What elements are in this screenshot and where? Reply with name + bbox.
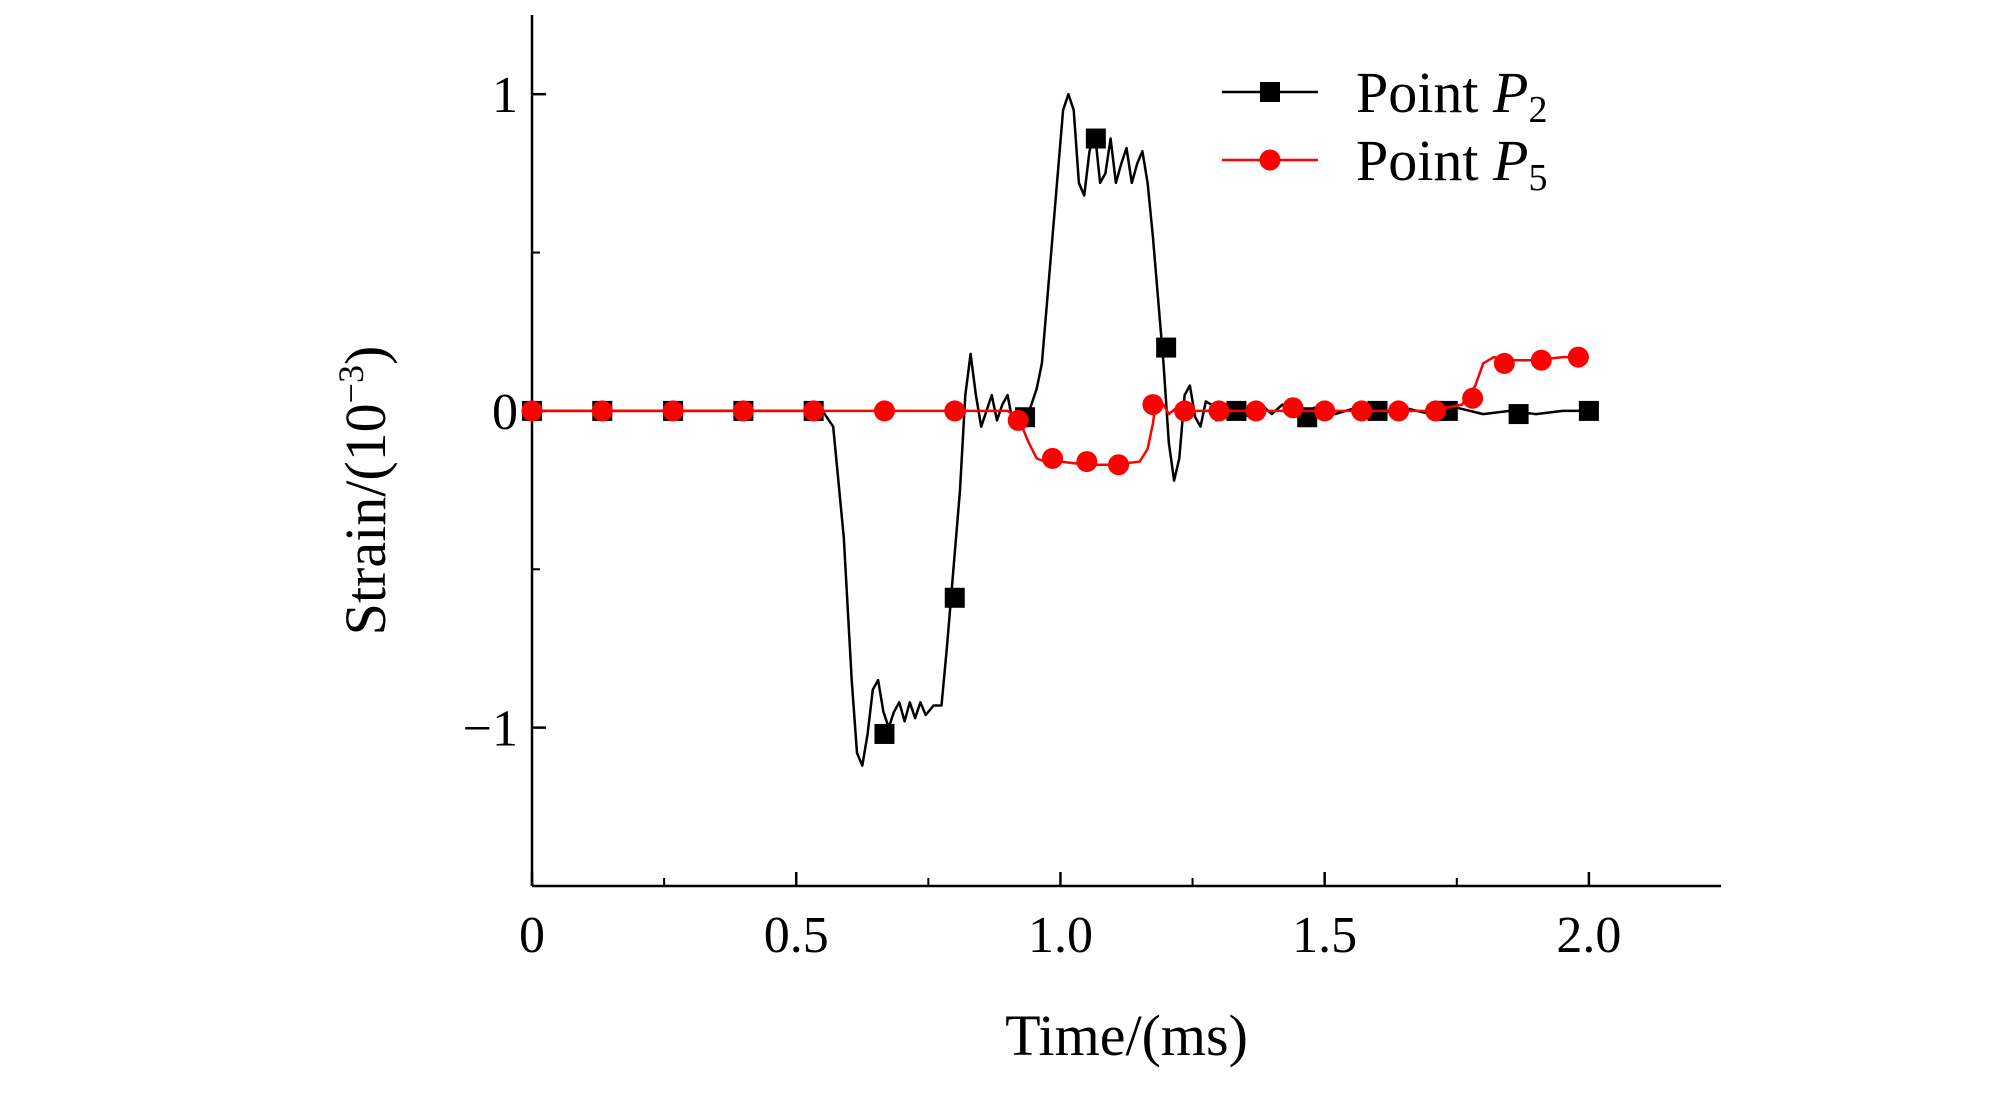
y-axis-title-prefix: Strain/(10: [333, 403, 398, 635]
legend-label-prefix: Point: [1356, 60, 1493, 125]
series-1-marker: [1578, 400, 1599, 421]
legend-label-subscript: 5: [1528, 157, 1547, 199]
x-axis-title: Time/(ms): [1005, 1003, 1248, 1068]
legend-label-symbol: P: [1492, 128, 1528, 193]
series-1-marker: [944, 587, 965, 608]
series-1-marker: [1156, 337, 1177, 358]
series-1-line: [532, 92, 1589, 767]
series-2-marker: [1425, 400, 1447, 422]
series-2-marker: [873, 400, 895, 422]
series-2-marker: [1530, 349, 1552, 371]
x-tick-label: 1.5: [1292, 907, 1357, 964]
series-2-marker: [1245, 400, 1267, 422]
series-1: [522, 92, 1599, 767]
series-2-marker: [1351, 400, 1373, 422]
x-tick-label: 2.0: [1556, 907, 1621, 964]
y-tick-label: 1: [492, 67, 518, 124]
series-layer: [521, 92, 1599, 767]
series-2-marker: [521, 400, 543, 422]
series-2-marker: [1142, 394, 1164, 416]
series-1-marker: [1508, 404, 1529, 425]
series-2-marker: [732, 400, 754, 422]
legend-label: Point P5: [1356, 128, 1547, 199]
y-axis-title-suffix: ): [333, 346, 398, 365]
x-tick-label: 0.5: [764, 907, 829, 964]
series-2-marker: [1493, 352, 1515, 374]
legend-label: Point P2: [1356, 60, 1547, 131]
series-1-marker: [1085, 128, 1106, 149]
axes: [530, 15, 1721, 888]
x-tick-label: 0: [519, 907, 545, 964]
series-2-marker: [1108, 454, 1130, 476]
y-tick-label: 0: [492, 384, 518, 441]
series-1-marker: [874, 723, 895, 744]
legend-marker: [1260, 82, 1280, 102]
legend-entry-2: Point P5: [1222, 128, 1547, 199]
legend-entry-1: Point P2: [1222, 60, 1547, 131]
series-2-marker: [803, 400, 825, 422]
series-2-marker: [1076, 451, 1098, 473]
series-2-marker: [1388, 400, 1410, 422]
series-2-marker: [1282, 397, 1304, 419]
series-2-marker: [944, 400, 966, 422]
series-2-marker: [591, 400, 613, 422]
series-2-marker: [1208, 400, 1230, 422]
legend-label-prefix: Point: [1356, 128, 1493, 193]
series-2-marker: [1462, 387, 1484, 409]
y-tick-label: −1: [463, 701, 518, 758]
y-axis-title: Strain/(10−3): [331, 346, 398, 636]
legend-label-symbol: P: [1492, 60, 1528, 125]
labels-layer: 0 0.5 1.0 1.5 2.0 −1 0 1 Time/(ms) Strain/(10−3): [331, 67, 1621, 1068]
y-axis-title-exponent: −3: [331, 365, 371, 403]
legend-marker: [1259, 149, 1281, 171]
x-tick-label: 1.0: [1028, 907, 1093, 964]
series-2-marker: [1174, 400, 1196, 422]
series-2-marker: [1042, 447, 1064, 469]
series-2-marker: [1314, 400, 1336, 422]
series-2-marker: [1007, 409, 1029, 431]
series-2-marker: [1567, 346, 1589, 368]
series-2-marker: [662, 400, 684, 422]
series-2: [521, 346, 1589, 476]
legend-label-subscript: 2: [1528, 89, 1547, 131]
